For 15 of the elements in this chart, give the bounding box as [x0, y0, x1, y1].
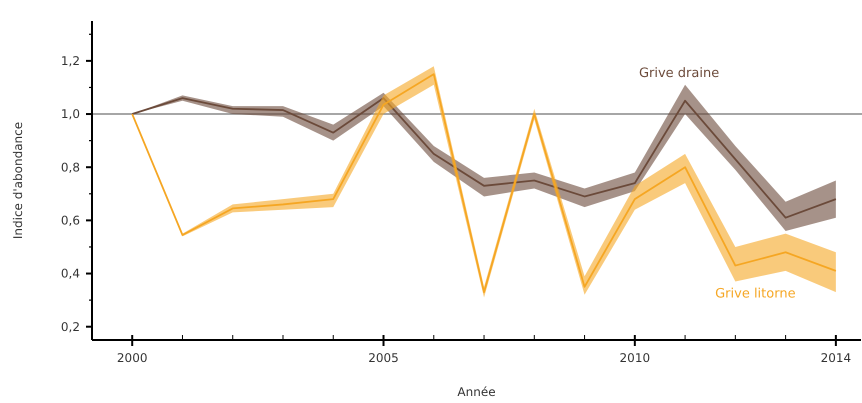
y-tick-label: 0,6: [60, 214, 80, 228]
x-axis-title: Année: [457, 385, 496, 399]
x-tick-label: 2000: [116, 351, 148, 365]
y-tick-label: 1,2: [60, 54, 80, 68]
x-tick-label: 2010: [620, 351, 650, 365]
x-tick-label: 2005: [368, 351, 399, 365]
line-series: [131, 97, 837, 219]
x-tick-label: 2014: [820, 351, 852, 365]
y-axis-title: Indice d'abondance: [11, 122, 25, 240]
y-tick-label: 0,2: [60, 320, 80, 334]
text: Grive litorne: [715, 286, 796, 302]
y-tick-label: 0,8: [60, 160, 80, 174]
text: Grive draine: [638, 66, 720, 81]
y-tick-label: 0,4: [60, 266, 80, 281]
y-tick-label: 1,0: [60, 107, 80, 122]
